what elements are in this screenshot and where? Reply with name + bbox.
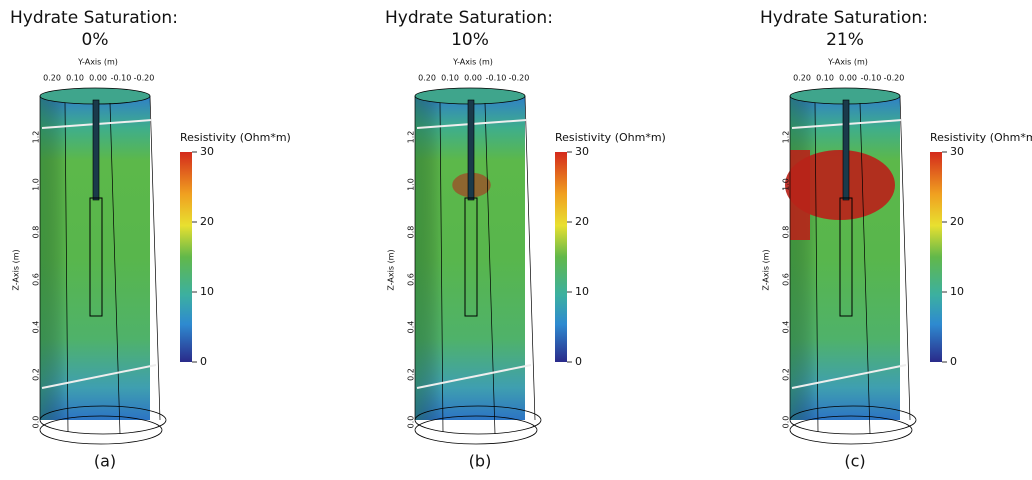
z-axis-label: Z-Axis (m): [387, 249, 396, 290]
y-tick-label: -0.20: [509, 74, 530, 83]
z-tick-label: 0.4: [782, 321, 791, 334]
z-tick-label: 1.0: [782, 178, 791, 191]
y-axis-label: Y-Axis (m): [77, 58, 118, 67]
z-tick-label: 0.6: [782, 273, 791, 286]
z-tick-label: 0.2: [32, 368, 41, 381]
y-tick-label: 0.10: [816, 74, 834, 83]
z-tick-label: 0.8: [32, 226, 41, 239]
colorbar-tick-label: 0: [200, 355, 207, 368]
colorbar-label: Resistivity (Ohm*m): [180, 131, 291, 144]
colorbar-tick-label: 30: [950, 145, 964, 158]
z-tick-label: 0.6: [407, 273, 416, 286]
z-tick-label: 0.8: [782, 226, 791, 239]
z-axis-label: Z-Axis (m): [762, 249, 771, 290]
y-tick-label: 0.00: [839, 74, 857, 83]
y-tick-label: 0.20: [43, 74, 61, 83]
colorbar-tick-label: 20: [200, 215, 214, 228]
colorbar-tick-label: 0: [950, 355, 957, 368]
colorbar: [930, 152, 942, 362]
colorbar: [555, 152, 567, 362]
y-tick-label: -0.10: [486, 74, 507, 83]
colorbar-tick-label: 10: [575, 285, 589, 298]
colorbar-label: Resistivity (Ohm*m): [555, 131, 666, 144]
z-tick-label: 1.0: [407, 178, 416, 191]
y-tick-label: -0.20: [134, 74, 155, 83]
colorbar-label: Resistivity (Ohm*m): [930, 131, 1032, 144]
z-axis-label: Z-Axis (m): [12, 249, 21, 290]
z-tick-label: 0.8: [407, 226, 416, 239]
colorbar-tick-label: 30: [200, 145, 214, 158]
z-tick-label: 0.4: [407, 321, 416, 334]
y-tick-label: 0.20: [793, 74, 811, 83]
panel-label: (c): [844, 452, 865, 471]
colorbar-tick-label: 10: [200, 285, 214, 298]
z-tick-label: 1.2: [782, 131, 791, 144]
y-tick-label: 0.10: [441, 74, 459, 83]
panel-title: Hydrate Saturation:: [385, 8, 553, 28]
saturation: 21%: [826, 30, 864, 50]
z-tick-label: 1.0: [32, 178, 41, 191]
saturation: 0%: [82, 30, 109, 50]
colorbar-tick-label: 0: [575, 355, 582, 368]
y-tick-label: 0.10: [66, 74, 84, 83]
panel-title: Hydrate Saturation:: [10, 8, 178, 28]
z-tick-label: 1.2: [407, 131, 416, 144]
colorbar-tick-label: 30: [575, 145, 589, 158]
panel-label: (a): [94, 452, 116, 471]
saturation: 10%: [451, 30, 489, 50]
z-tick-label: 0.4: [32, 321, 41, 334]
probe: [93, 100, 99, 200]
z-tick-label: 1.2: [32, 131, 41, 144]
figure: Hydrate Saturation:0%Y-Axis (m)0.200.100…: [0, 0, 1032, 476]
hydrate-zone: [790, 150, 810, 240]
colorbar-tick-label: 20: [575, 215, 589, 228]
y-tick-label: 0.00: [89, 74, 107, 83]
y-tick-label: 0.20: [418, 74, 436, 83]
panel-label: (b): [469, 452, 492, 471]
z-tick-label: 0.2: [782, 368, 791, 381]
colorbar-tick-label: 20: [950, 215, 964, 228]
y-tick-label: -0.20: [884, 74, 905, 83]
probe: [843, 100, 849, 200]
z-tick-label: 0.0: [32, 416, 41, 429]
z-tick-label: 0.0: [407, 416, 416, 429]
z-tick-label: 0.2: [407, 368, 416, 381]
y-tick-label: -0.10: [111, 74, 132, 83]
colorbar-tick-label: 10: [950, 285, 964, 298]
colorbar: [180, 152, 192, 362]
y-axis-label: Y-Axis (m): [452, 58, 493, 67]
z-tick-label: 0.0: [782, 416, 791, 429]
probe: [468, 100, 474, 200]
y-tick-label: -0.10: [861, 74, 882, 83]
z-tick-label: 0.6: [32, 273, 41, 286]
panel-title: Hydrate Saturation:: [760, 8, 928, 28]
y-axis-label: Y-Axis (m): [827, 58, 868, 67]
y-tick-label: 0.00: [464, 74, 482, 83]
